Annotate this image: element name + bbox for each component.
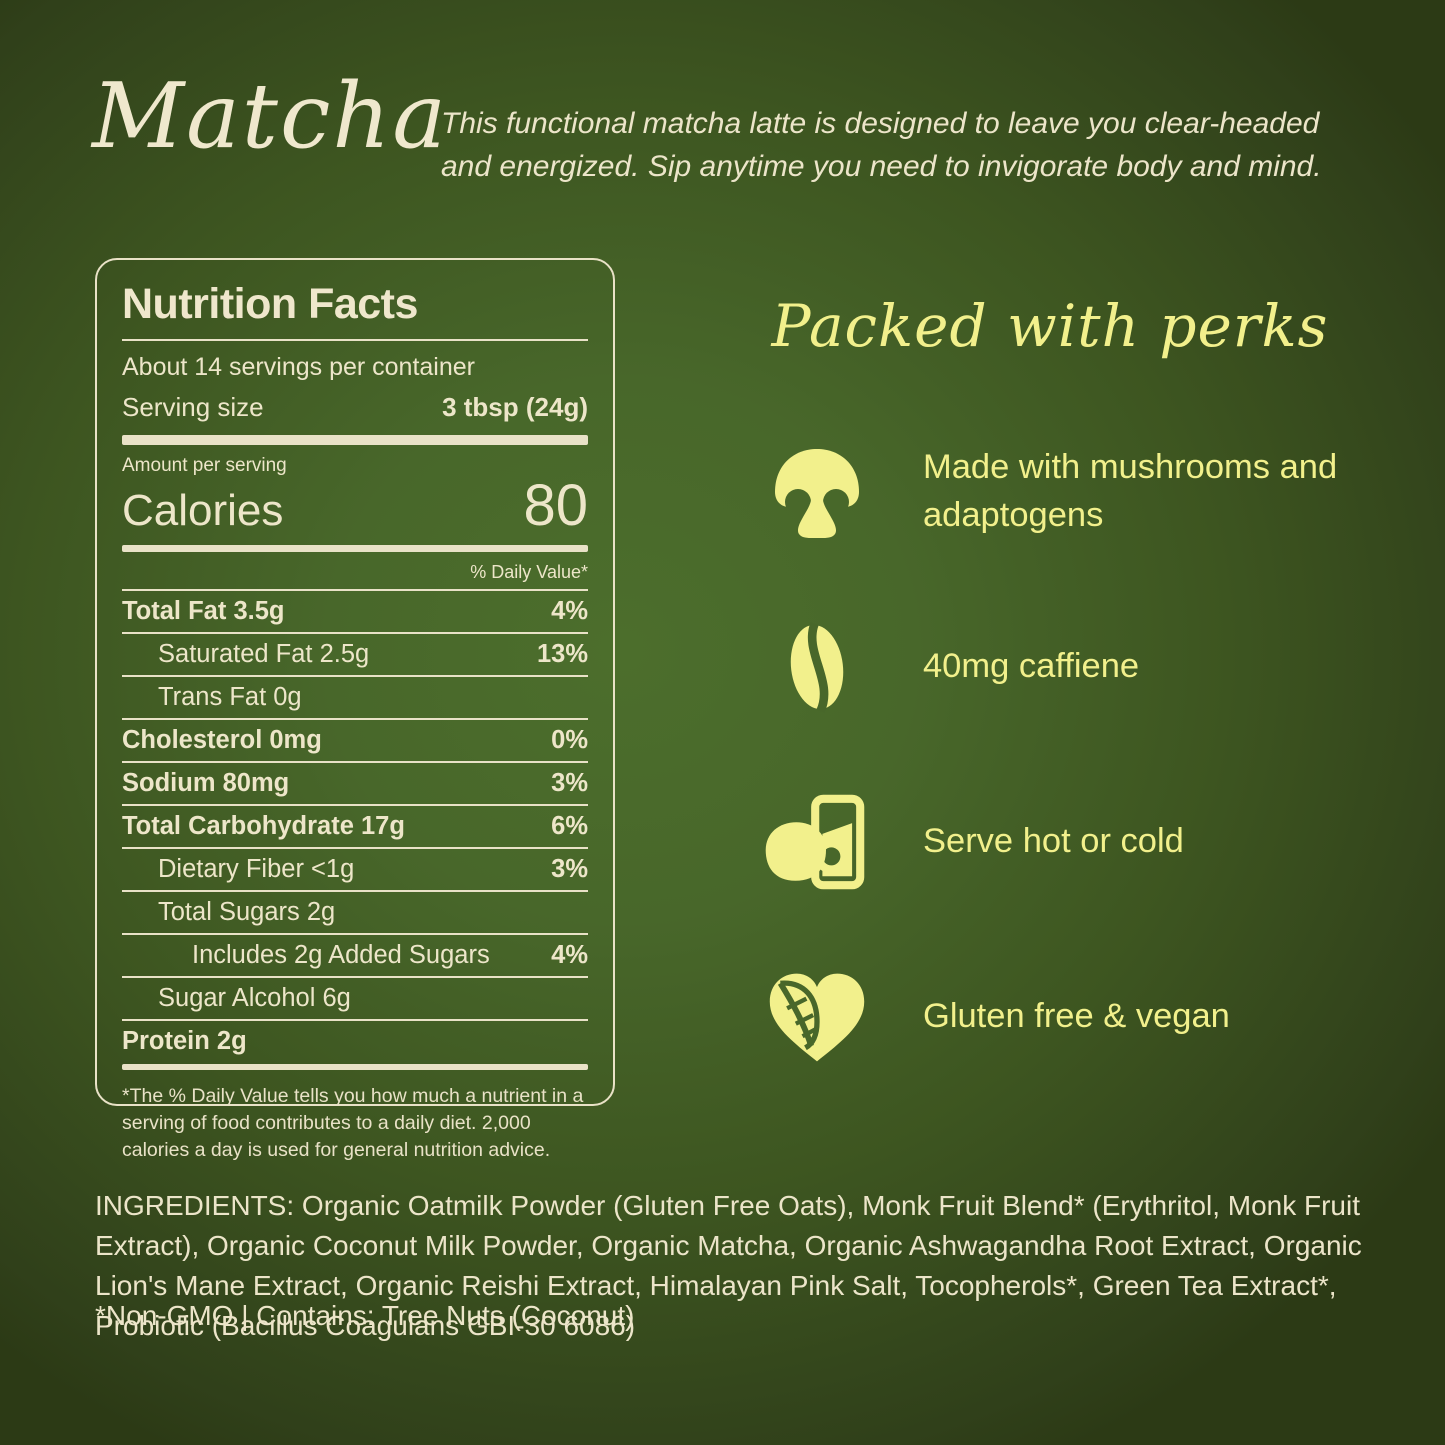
perk-label: 40mg caffiene [923,647,1140,686]
nutrient-label: Sugar Alcohol 6g [158,983,351,1012]
nutrient-label: Saturated Fat 2.5g [158,639,370,668]
nutrition-facts-panel: Nutrition Facts About 14 servings per co… [95,258,615,1161]
mushroom-icon [763,438,871,546]
amount-per-serving-label: Amount per serving [122,455,287,477]
nutrient-dv: 6% [551,811,588,840]
perk-label: Made with mushrooms and adaptogens [923,448,1338,534]
daily-value-header: % Daily Value* [122,562,588,592]
nutrient-dv: 13% [536,639,588,668]
calories-label: Calories [122,486,284,536]
calories-row: Calories 80 [122,477,588,537]
thick-divider [122,1064,588,1071]
allergen-text: *Non-GMO | Contains: Tree Nuts (Coconut) [95,1300,635,1331]
nutrient-label: Includes 2g Added Sugars [192,940,490,969]
nutrient-label: Total Sugars 2g [158,897,336,926]
nutrient-row: Total Fat 3.5g 4% [122,591,588,635]
nutrient-row: Protein 2g [122,1021,588,1062]
nutrient-label: Sodium 80mg [122,768,290,797]
nutrient-label: Protein 2g [122,1026,247,1055]
nutrient-row: Sodium 80mg 3% [122,763,588,807]
nutrient-row: Dietary Fiber <1g 3% [122,849,588,893]
nutrient-dv: 0% [551,725,588,754]
nutrient-dv: 3% [551,768,588,797]
daily-value-footnote: *The % Daily Value tells you how much a … [122,1085,584,1161]
serving-size-label: Serving size [122,392,264,423]
nutrient-label: Cholesterol 0mg [122,725,322,754]
nutrition-facts-title: Nutrition Facts [122,280,418,328]
perks-title: Packed with perks [771,292,1329,360]
ingredients-text: INGREDIENTS: Organic Oatmilk Powder (Glu… [95,1190,1362,1342]
nutrient-label: Total Fat 3.5g [122,596,285,625]
nutrient-row: Total Carbohydrate 17g 6% [122,806,588,850]
nutrient-row: Sugar Alcohol 6g [122,978,588,1022]
perk-item: 40mg caffiene [763,613,1363,721]
nutrient-dv: 4% [551,940,588,969]
cup-and-glass-icon [763,788,871,896]
nutrient-dv: 4% [551,596,588,625]
thick-divider [122,435,588,446]
calories-value: 80 [523,473,588,539]
thick-divider [122,545,588,553]
nutrient-label: Total Carbohydrate 17g [122,811,405,840]
perk-item: Gluten free & vegan [763,963,1363,1071]
serving-size-row: Serving size 3 tbsp (24g) [122,392,588,423]
nutrient-row: Includes 2g Added Sugars 4% [122,935,588,979]
nutrient-label: Trans Fat 0g [158,682,302,711]
perk-label: Gluten free & vegan [923,997,1230,1036]
coffee-bean-icon [763,613,871,721]
nutrient-label: Dietary Fiber <1g [158,854,355,883]
divider [122,339,588,342]
heart-leaf-icon [763,963,871,1071]
servings-per-container: About 14 servings per container [122,353,475,382]
nutrient-row: Cholesterol 0mg 0% [122,720,588,764]
perk-item: Made with mushrooms and adaptogens [763,438,1363,546]
product-description: This functional matcha latte is designed… [441,107,1322,183]
serving-size-value: 3 tbsp (24g) [442,392,588,423]
nutrient-dv: 3% [551,854,588,883]
page-title: Matcha [92,64,449,169]
perk-item: Serve hot or cold [763,788,1363,896]
nutrient-row: Total Sugars 2g [122,892,588,936]
nutrient-row: Trans Fat 0g [122,677,588,721]
nutrient-row: Saturated Fat 2.5g 13% [122,634,588,678]
perk-label: Serve hot or cold [923,822,1184,861]
